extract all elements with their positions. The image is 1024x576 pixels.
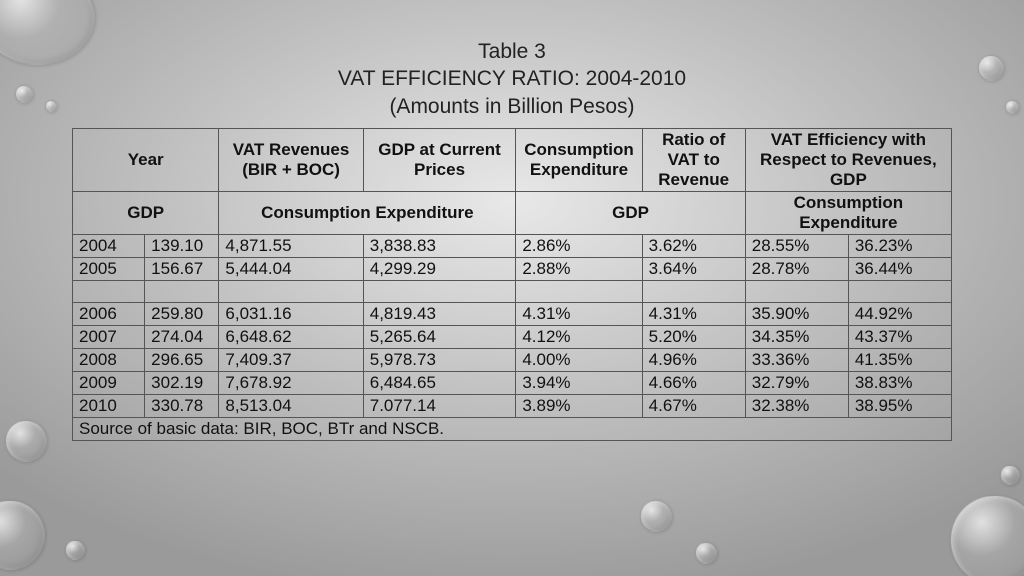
cell-e1: 28.55%	[745, 234, 848, 257]
col-consumption-exp: Consumption Expenditure	[516, 128, 642, 191]
cell-e1: 33.36%	[745, 348, 848, 371]
col-gdp-current-prices: GDP at Current Prices	[363, 128, 516, 191]
cell-vrev: 156.67	[145, 257, 219, 280]
cell-r1: 3.89%	[516, 394, 642, 417]
cell-gdp: 6,648.62	[219, 325, 363, 348]
cell-gdp: 7,678.92	[219, 371, 363, 394]
bubble-icon	[640, 500, 672, 532]
cell-vrev: 139.10	[145, 234, 219, 257]
cell-cexp: 7.077.14	[363, 394, 516, 417]
cell-e2: 43.37%	[848, 325, 951, 348]
cell-e2: 38.83%	[848, 371, 951, 394]
title-line-3: (Amounts in Billion Pesos)	[338, 93, 686, 120]
cell-gdp: 5,444.04	[219, 257, 363, 280]
col-ratio-vat-revenue: Ratio of VAT to Revenue	[642, 128, 745, 191]
col-vat-revenues: VAT Revenues (BIR + BOC)	[219, 128, 363, 191]
cell-r1: 4.00%	[516, 348, 642, 371]
col-year: Year	[73, 128, 219, 191]
title-line-2: VAT EFFICIENCY RATIO: 2004-2010	[338, 65, 686, 92]
table-row: 2004139.104,871.553,838.832.86%3.62%28.5…	[73, 234, 952, 257]
cell-cexp: 5,265.64	[363, 325, 516, 348]
cell-cexp: 5,978.73	[363, 348, 516, 371]
cell-e2: 44.92%	[848, 302, 951, 325]
table-row: 2010330.788,513.047.077.143.89%4.67%32.3…	[73, 394, 952, 417]
table-row: 2005156.675,444.044,299.292.88%3.64%28.7…	[73, 257, 952, 280]
cell-e1: 32.79%	[745, 371, 848, 394]
cell-r1: 4.31%	[516, 302, 642, 325]
cell-year: 2009	[73, 371, 145, 394]
cell-e2: 38.95%	[848, 394, 951, 417]
slide-content: Table 3 VAT EFFICIENCY RATIO: 2004-2010 …	[0, 38, 1024, 441]
cell-e1: 34.35%	[745, 325, 848, 348]
subcol-consumption-1: Consumption Expenditure	[219, 191, 516, 234]
cell-vrev: 330.78	[145, 394, 219, 417]
cell-vrev: 302.19	[145, 371, 219, 394]
cell-r1: 2.88%	[516, 257, 642, 280]
table-row: 2007274.046,648.625,265.644.12%5.20%34.3…	[73, 325, 952, 348]
title-block: Table 3 VAT EFFICIENCY RATIO: 2004-2010 …	[338, 38, 686, 120]
cell-vrev: 296.65	[145, 348, 219, 371]
title-line-1: Table 3	[338, 38, 686, 65]
cell-r2: 4.67%	[642, 394, 745, 417]
cell-cexp: 3,838.83	[363, 234, 516, 257]
cell-gdp: 6,031.16	[219, 302, 363, 325]
cell-cexp: 4,819.43	[363, 302, 516, 325]
table-row	[73, 280, 952, 302]
cell-gdp: 8,513.04	[219, 394, 363, 417]
cell-r1: 3.94%	[516, 371, 642, 394]
table-header-row-1: Year VAT Revenues (BIR + BOC) GDP at Cur…	[73, 128, 952, 191]
source-note: Source of basic data: BIR, BOC, BTr and …	[73, 417, 952, 440]
cell-r1: 2.86%	[516, 234, 642, 257]
cell-year: 2008	[73, 348, 145, 371]
table-header-row-2: GDP Consumption Expenditure GDP Consumpt…	[73, 191, 952, 234]
cell-gdp: 4,871.55	[219, 234, 363, 257]
cell-r2: 4.66%	[642, 371, 745, 394]
cell-year: 2007	[73, 325, 145, 348]
cell-year: 2004	[73, 234, 145, 257]
bubble-icon	[1000, 465, 1020, 485]
cell-e1: 35.90%	[745, 302, 848, 325]
cell-r2: 4.96%	[642, 348, 745, 371]
cell-cexp: 4,299.29	[363, 257, 516, 280]
cell-gdp: 7,409.37	[219, 348, 363, 371]
cell-r2: 3.64%	[642, 257, 745, 280]
cell-vrev: 259.80	[145, 302, 219, 325]
vat-efficiency-table: Year VAT Revenues (BIR + BOC) GDP at Cur…	[72, 128, 952, 441]
cell-r2: 5.20%	[642, 325, 745, 348]
cell-r2: 3.62%	[642, 234, 745, 257]
bubble-icon	[65, 540, 85, 560]
cell-e2: 41.35%	[848, 348, 951, 371]
table-row: 2008296.657,409.375,978.734.00%4.96%33.3…	[73, 348, 952, 371]
cell-r2: 4.31%	[642, 302, 745, 325]
table-body: 2004139.104,871.553,838.832.86%3.62%28.5…	[73, 234, 952, 440]
table-row: 2006259.806,031.164,819.434.31%4.31%35.9…	[73, 302, 952, 325]
cell-e1: 32.38%	[745, 394, 848, 417]
bubble-icon	[0, 500, 45, 570]
cell-year: 2010	[73, 394, 145, 417]
cell-e2: 36.23%	[848, 234, 951, 257]
subcol-gdp-1: GDP	[73, 191, 219, 234]
col-vat-efficiency: VAT Efficiency with Respect to Revenues,…	[745, 128, 951, 191]
cell-r1: 4.12%	[516, 325, 642, 348]
cell-year: 2006	[73, 302, 145, 325]
table-row: 2009302.197,678.926,484.653.94%4.66%32.7…	[73, 371, 952, 394]
cell-cexp: 6,484.65	[363, 371, 516, 394]
cell-year: 2005	[73, 257, 145, 280]
subcol-consumption-2: Consumption Expenditure	[745, 191, 951, 234]
bubble-icon	[950, 495, 1024, 576]
cell-e2: 36.44%	[848, 257, 951, 280]
table-source-row: Source of basic data: BIR, BOC, BTr and …	[73, 417, 952, 440]
cell-e1: 28.78%	[745, 257, 848, 280]
bubble-icon	[695, 542, 717, 564]
subcol-gdp-2: GDP	[516, 191, 745, 234]
cell-vrev: 274.04	[145, 325, 219, 348]
